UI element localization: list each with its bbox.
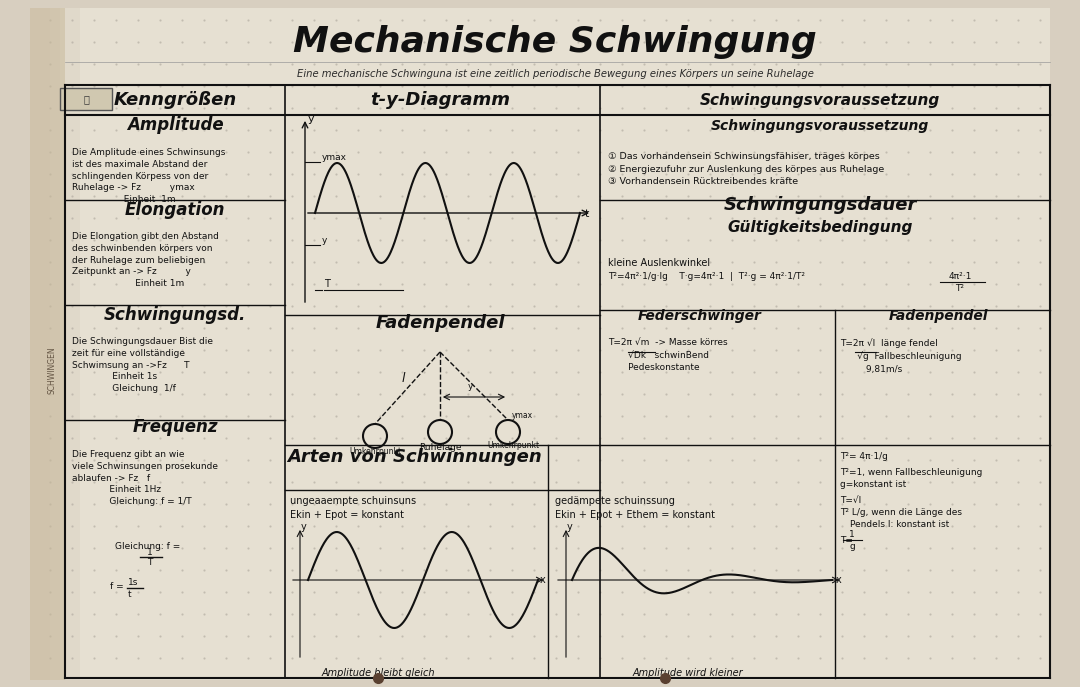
Text: t-y-Diagramm: t-y-Diagramm [370, 91, 510, 109]
Text: gedämpete schuinssung: gedämpete schuinssung [555, 496, 675, 506]
Text: 4π²·1: 4π²·1 [948, 272, 972, 281]
Text: Mechanische Schwingung: Mechanische Schwingung [293, 25, 816, 59]
Text: y: y [567, 522, 572, 532]
Text: T² L/g, wenn die Länge des: T² L/g, wenn die Länge des [840, 508, 962, 517]
Text: 1s: 1s [129, 578, 138, 587]
Text: Die Schwingungsdauer Bist die
zeit für eine vollständige
Schwimsung an ->Fz     : Die Schwingungsdauer Bist die zeit für e… [72, 337, 213, 393]
Text: Fadenpendel: Fadenpendel [375, 314, 504, 332]
Text: Amplitude bleibt gleich: Amplitude bleibt gleich [321, 668, 435, 678]
Text: T²=1, wenn Fallbeschleunigung: T²=1, wenn Fallbeschleunigung [840, 468, 983, 477]
Text: x: x [540, 575, 545, 585]
Text: Fadenpendel: Fadenpendel [888, 309, 988, 323]
Text: Kenngrößen: Kenngrößen [113, 91, 237, 109]
Text: 1: 1 [849, 530, 855, 539]
Text: Ruhelage: Ruhelage [419, 443, 461, 452]
Text: T²: T² [956, 284, 964, 293]
Text: Amplitude: Amplitude [126, 116, 224, 134]
Text: Schwingungsd.: Schwingungsd. [104, 306, 246, 324]
Text: Die Frequenz gibt an wie
viele Schwinsungen prosekunde
ablaufen -> Fz   f
      : Die Frequenz gibt an wie viele Schwinsun… [72, 450, 218, 506]
Text: Die Elongation gibt den Abstand
des schwinbenden körpers von
der Ruhelage zum be: Die Elongation gibt den Abstand des schw… [72, 232, 219, 289]
Text: y: y [468, 382, 473, 391]
Bar [30, 8, 65, 680]
Text: Ekin + Epot + Ethem = konstant: Ekin + Epot + Ethem = konstant [555, 510, 715, 520]
Text: t: t [129, 590, 132, 599]
Text: Gültigkeitsbedingung: Gültigkeitsbedingung [727, 220, 913, 235]
Text: Schwingungsdauer: Schwingungsdauer [724, 196, 917, 214]
Text: Amplitude wird kleiner: Amplitude wird kleiner [633, 668, 743, 678]
Text: y: y [301, 522, 307, 532]
Text: T=2π √m  -> Masse körres
       √Dk   schwinBend
       Pedeskonstante: T=2π √m -> Masse körres √Dk schwinBend P… [608, 338, 728, 372]
Text: Federschwinger: Federschwinger [638, 309, 761, 323]
Text: SCHWINGEN: SCHWINGEN [48, 346, 56, 394]
Text: Schwingungsvoraussetzung: Schwingungsvoraussetzung [700, 93, 940, 107]
Text: Schwingungsvoraussetzung: Schwingungsvoraussetzung [711, 119, 929, 133]
Text: T²= 4π·1/g: T²= 4π·1/g [840, 452, 888, 461]
Text: 品: 品 [83, 94, 89, 104]
Text: Arten von Schwinnungen: Arten von Schwinnungen [287, 448, 542, 466]
Text: ungeaaempte schuinsuns: ungeaaempte schuinsuns [291, 496, 416, 506]
Text: l: l [402, 372, 405, 385]
Text: g: g [849, 542, 855, 551]
Text: Umkehrpunkt: Umkehrpunkt [487, 441, 539, 450]
Text: Ekin + Epot = konstant: Ekin + Epot = konstant [291, 510, 404, 520]
Text: y: y [308, 114, 314, 124]
Text: ① Das vorhandensein Schwinsungsfähiser, träges körpes
② Energiezufuhr zur Auslen: ① Das vorhandensein Schwinsungsfähiser, … [608, 152, 885, 186]
Bar [30, 8, 80, 680]
Text: T²=4π²·1/g·lg    T·g=4π²·1  |  T²·g = 4π²·1/T²: T²=4π²·1/g·lg T·g=4π²·1 | T²·g = 4π²·1/T… [608, 272, 805, 281]
Text: T: T [324, 279, 330, 289]
Text: Pendels l: konstant ist: Pendels l: konstant ist [850, 520, 949, 529]
Text: Elongation: Elongation [125, 201, 226, 219]
Text: ymax: ymax [322, 153, 347, 162]
Text: ymax: ymax [512, 411, 534, 420]
FancyBboxPatch shape [60, 88, 112, 110]
Text: Frequenz: Frequenz [132, 418, 218, 436]
Text: T: T [147, 558, 152, 567]
Text: Eine mechanische Schwinguna ist eine zeitlich periodische Bewegung eines Körpers: Eine mechanische Schwinguna ist eine zei… [297, 69, 813, 79]
Text: y: y [322, 236, 327, 245]
Text: T=√l: T=√l [840, 496, 861, 505]
Text: Gleichung: f =: Gleichung: f = [114, 542, 180, 551]
Text: T=2π √l  länge fendel
      √g  Fallbeschleunigung
         9,81m/s: T=2π √l länge fendel √g Fallbeschleunigu… [840, 338, 961, 374]
Bar [30, 8, 60, 680]
Text: T=: T= [840, 536, 853, 545]
Text: x: x [836, 575, 841, 585]
Text: f =: f = [110, 582, 123, 591]
Text: 1: 1 [147, 548, 153, 557]
Text: kleine Auslenkwinkel: kleine Auslenkwinkel [608, 258, 711, 268]
Text: Die Amplitude eines Schwinsungs
ist des maximale Abstand der
schlingenden Körpes: Die Amplitude eines Schwinsungs ist des … [72, 148, 226, 204]
Text: t: t [585, 209, 590, 219]
Bar [30, 8, 50, 680]
Text: g=konstant ist: g=konstant ist [840, 480, 906, 489]
Text: Umkehrpunkt: Umkehrpunkt [349, 447, 401, 456]
